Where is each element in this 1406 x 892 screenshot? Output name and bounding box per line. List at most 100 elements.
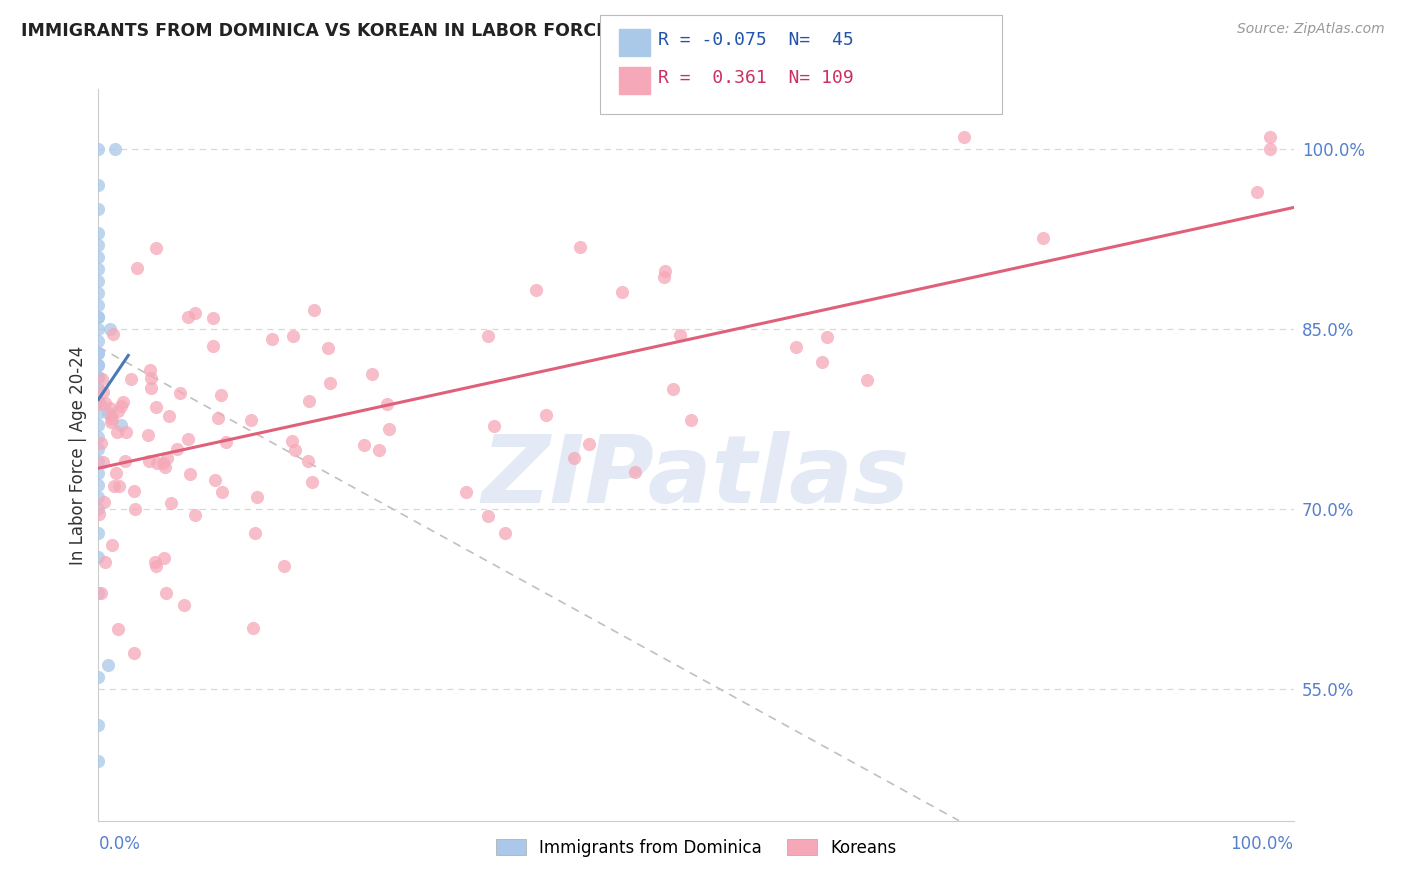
Point [281, 434, 304, 448]
Point [201, 338, 224, 352]
Point [654, 264, 676, 278]
Point [169, 386, 191, 401]
Legend: Immigrants from Dominica, Koreans: Immigrants from Dominica, Koreans [489, 832, 903, 863]
Point [146, 456, 169, 470]
Point [87, 178, 110, 193]
Point [243, 525, 266, 540]
Point [184, 306, 207, 320]
Point [316, 341, 339, 355]
Point [87, 142, 110, 156]
Point [156, 450, 179, 465]
Point [1246, 185, 1268, 199]
Point [115, 425, 138, 440]
Point [624, 465, 647, 479]
Point [815, 329, 838, 343]
Text: ZIPatlas: ZIPatlas [482, 431, 910, 523]
Point [284, 442, 307, 457]
Point [301, 475, 323, 489]
Point [87, 382, 110, 396]
Point [184, 508, 207, 523]
Y-axis label: In Labor Force | Age 20-24: In Labor Force | Age 20-24 [69, 345, 87, 565]
Point [87, 298, 110, 312]
Point [87, 717, 110, 731]
Point [569, 240, 592, 254]
Point [145, 558, 167, 573]
Point [101, 538, 124, 552]
Point [110, 417, 132, 432]
Point [91, 385, 114, 400]
Point [240, 413, 263, 427]
Point [138, 454, 160, 468]
Point [94, 555, 117, 569]
Point [107, 404, 129, 418]
Point [87, 358, 110, 372]
Point [87, 310, 110, 324]
Point [297, 454, 319, 468]
Point [110, 399, 132, 413]
Point [368, 443, 391, 458]
Point [152, 550, 174, 565]
Text: 100.0%: 100.0% [1230, 835, 1294, 854]
Point [811, 355, 834, 369]
Point [353, 438, 375, 452]
Point [103, 142, 125, 156]
Point [87, 370, 110, 384]
Point [652, 270, 675, 285]
Point [87, 226, 110, 240]
Point [202, 311, 225, 326]
Point [139, 362, 162, 376]
Point [87, 754, 110, 768]
Point [87, 202, 110, 216]
Point [87, 507, 110, 521]
Point [87, 466, 110, 480]
Point [125, 261, 148, 276]
Point [139, 370, 162, 384]
Point [100, 409, 122, 423]
Point [87, 238, 110, 252]
Point [98, 322, 121, 336]
Point [157, 409, 180, 423]
Point [114, 454, 136, 468]
Point [952, 130, 974, 145]
Point [87, 670, 110, 684]
Text: IMMIGRANTS FROM DOMINICA VS KOREAN IN LABOR FORCE | AGE 20-24 CORRELATION CHART: IMMIGRANTS FROM DOMINICA VS KOREAN IN LA… [21, 22, 943, 40]
Point [1260, 130, 1282, 145]
Point [87, 501, 110, 516]
Point [87, 274, 110, 288]
Point [209, 388, 232, 402]
Point [107, 622, 129, 636]
Point [179, 467, 201, 482]
Point [662, 382, 685, 396]
Point [214, 434, 236, 449]
Point [87, 586, 110, 600]
Point [679, 413, 702, 427]
Point [87, 394, 110, 409]
Point [93, 396, 115, 410]
Point [104, 467, 127, 481]
Point [669, 327, 692, 342]
Point [124, 646, 146, 660]
Text: 0.0%: 0.0% [98, 835, 141, 854]
Point [87, 549, 110, 564]
Point [87, 262, 110, 277]
Point [87, 430, 110, 444]
Point [494, 526, 516, 541]
Point [534, 408, 557, 422]
Point [375, 396, 398, 410]
Point [273, 558, 295, 573]
Point [87, 334, 110, 348]
Point [91, 455, 114, 469]
Point [100, 416, 122, 430]
Point [177, 432, 200, 446]
Point [87, 394, 110, 409]
Point [173, 598, 195, 612]
Point [578, 437, 600, 451]
Point [87, 250, 110, 264]
Point [361, 367, 384, 381]
Point [856, 373, 879, 387]
Point [87, 490, 110, 504]
Point [97, 657, 120, 672]
Point [87, 454, 110, 468]
Point [785, 340, 807, 354]
Point [90, 436, 112, 450]
